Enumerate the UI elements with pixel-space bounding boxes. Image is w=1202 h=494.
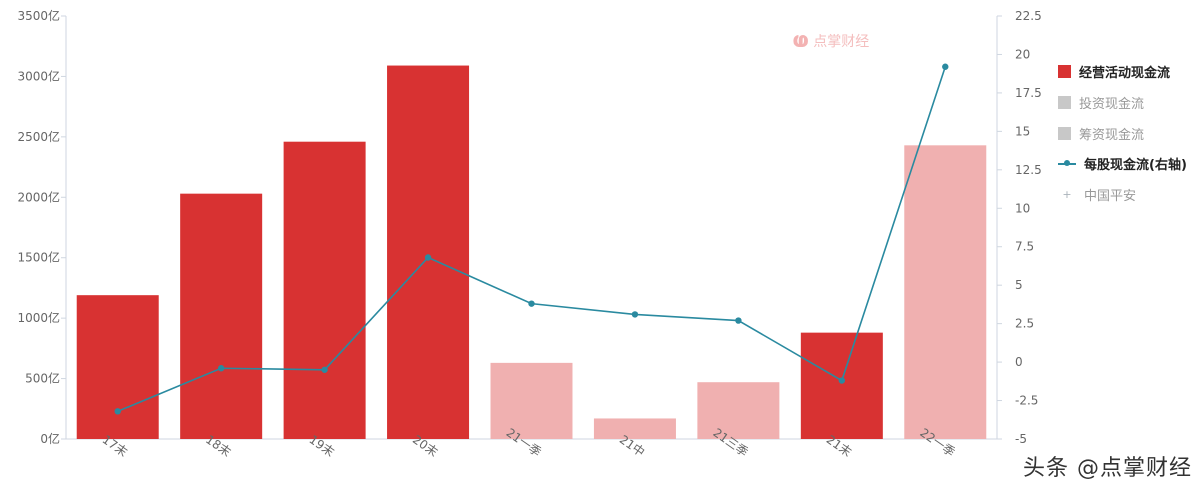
left-axis-tick-label: 1500亿 [17, 250, 60, 265]
left-axis-tick-label: 2000亿 [17, 189, 60, 204]
bar [697, 382, 780, 439]
right-axis-tick-label: 22.5 [1015, 9, 1042, 23]
footer-watermark: 头条 @点掌财经 [1023, 456, 1192, 481]
legend-item-operating-cash-flow[interactable]: 经营活动现金流 [1058, 64, 1187, 81]
legend-item-investing-cash-flow[interactable]: 投资现金流 [1058, 95, 1187, 112]
right-axis-tick-label: 15 [1015, 124, 1030, 138]
line-point [114, 408, 121, 415]
legend-label: 投资现金流 [1079, 96, 1145, 112]
line-point [942, 63, 949, 70]
bar [490, 362, 573, 439]
line-point [217, 365, 225, 372]
chart-legend: 经营活动现金流 投资现金流 筹资现金流 每股现金流(右轴) + 中国平安 [1058, 64, 1187, 218]
line-point [735, 317, 742, 324]
bar [800, 332, 883, 439]
legend-line-icon [1058, 157, 1076, 170]
right-axis-tick-label: 2.5 [1015, 317, 1034, 331]
left-axis-tick-label: 0亿 [40, 431, 60, 446]
bar [180, 193, 263, 439]
legend-item-per-share-cash-flow[interactable]: 每股现金流(右轴) [1058, 156, 1187, 174]
right-axis-tick-label: 5 [1015, 278, 1023, 292]
bar [76, 295, 159, 439]
legend-swatch-investing [1058, 95, 1071, 109]
bar [904, 145, 987, 439]
bar [593, 418, 676, 439]
legend-item-financing-cash-flow[interactable]: 筹资现金流 [1058, 126, 1187, 143]
line-point [321, 366, 328, 373]
legend-label: 每股现金流(右轴) [1084, 158, 1187, 174]
left-axis-tick-label: 2500亿 [17, 129, 60, 144]
right-axis-tick-label: -2.5 [1015, 394, 1038, 408]
legend-item-ping-an[interactable]: + 中国平安 [1058, 187, 1187, 205]
left-axis-tick-label: 3000亿 [17, 68, 60, 83]
right-axis-tick-label: 12.5 [1015, 163, 1042, 177]
right-axis-tick-label: 7.5 [1015, 240, 1034, 254]
left-axis-tick-label: 3500亿 [17, 8, 60, 23]
left-axis-tick-label: 1000亿 [17, 310, 60, 325]
legend-swatch-financing [1058, 126, 1071, 140]
right-axis-tick-label: 17.5 [1015, 86, 1042, 100]
left-axis-tick-label: 500亿 [25, 371, 60, 386]
legend-label: 筹资现金流 [1079, 127, 1145, 143]
legend-label: 经营活动现金流 [1079, 66, 1171, 81]
bar [283, 141, 366, 440]
logo-watermark-text: 点掌财经 [813, 33, 870, 50]
logo-watermark: ⱷ 点掌财经 [792, 28, 869, 53]
logo-mark-icon: ⱷ [792, 28, 810, 53]
right-axis-tick-label: -5 [1015, 432, 1027, 446]
right-axis-tick-label: 20 [1015, 47, 1030, 61]
bar [387, 65, 470, 440]
legend-label: 中国平安 [1084, 189, 1137, 205]
line-point [631, 311, 639, 318]
legend-plus-icon: + [1062, 188, 1072, 202]
right-axis-tick-label: 0 [1015, 355, 1023, 369]
legend-swatch-operating [1058, 65, 1071, 78]
right-axis-tick-label: 10 [1015, 201, 1030, 215]
line-point [424, 254, 432, 261]
line-point [528, 300, 535, 307]
line-point [838, 377, 846, 384]
